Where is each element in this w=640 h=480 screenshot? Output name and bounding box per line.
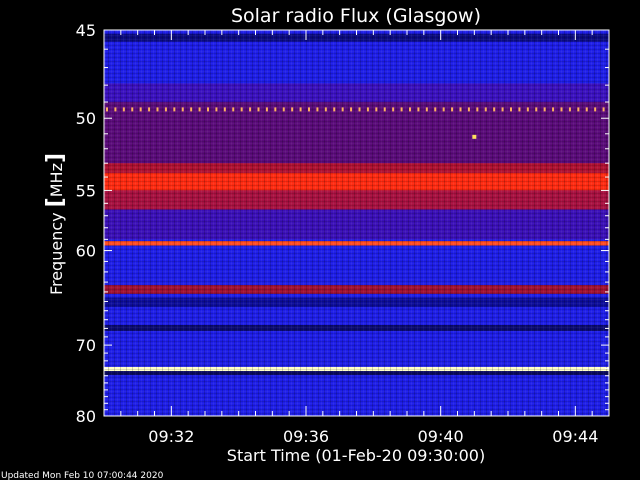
dotted-line-dot (467, 107, 470, 112)
dotted-line-dot (501, 107, 504, 112)
dotted-line-dot (232, 107, 235, 112)
dotted-line-dot (190, 107, 193, 112)
dotted-line-dot (181, 107, 184, 112)
dotted-line-dot (249, 107, 252, 112)
dotted-line-dot (122, 107, 125, 112)
dotted-line-dot (156, 107, 159, 112)
y-axis-label-bracket-open: [ (43, 197, 68, 207)
dotted-line-dot (257, 107, 260, 112)
dotted-line-dot (568, 107, 571, 112)
noise-texture (104, 30, 609, 416)
dotted-line-dot (459, 107, 462, 112)
dotted-line-dot (164, 107, 167, 112)
dotted-line-dot (131, 107, 134, 112)
y-axis-label-text: Frequency (47, 207, 66, 295)
dotted-line-dot (358, 107, 361, 112)
dotted-line-dot (240, 107, 243, 112)
y-tick-label: 80 (76, 407, 96, 426)
dotted-line-dot (223, 107, 226, 112)
dotted-line-dot (350, 107, 353, 112)
dotted-line-dot (493, 107, 496, 112)
dotted-line-dot (409, 107, 411, 112)
y-axis-label-bracket-close: ] (43, 153, 68, 163)
x-tick-label: 09:40 (418, 427, 464, 446)
chart-title: Solar radio Flux (Glasgow) (231, 5, 481, 27)
dotted-line-dot (375, 107, 378, 112)
dotted-line-dot (425, 107, 428, 112)
dotted-line-dot (518, 107, 521, 112)
y-tick-label: 55 (76, 181, 96, 200)
dotted-line-dot (114, 107, 117, 112)
dotted-line-dot (526, 107, 529, 112)
y-axis-label: Frequency [MHz] (43, 153, 68, 295)
x-axis-label: Start Time (01-Feb-20 09:30:00) (227, 446, 485, 465)
dotted-line-dot (198, 107, 201, 112)
dotted-line-dot (282, 107, 285, 112)
y-tick-label: 50 (76, 109, 96, 128)
dotted-line-dot (442, 107, 445, 112)
dotted-line-dot (552, 107, 555, 112)
dotted-line-dot (535, 107, 538, 112)
dotted-line-dot (484, 107, 487, 112)
dotted-line-dot (417, 107, 420, 112)
x-tick-label: 09:32 (148, 427, 194, 446)
dotted-line-dot (265, 107, 268, 112)
dotted-line-dot (106, 107, 108, 112)
dotted-line-dot (577, 107, 580, 112)
updated-timestamp: Updated Mon Feb 10 07:00:44 2020 (1, 471, 164, 480)
dotted-line-dot (476, 107, 479, 112)
dotted-line-dot (215, 107, 218, 112)
dotted-line-dot (560, 107, 563, 112)
dotted-line-dot (510, 107, 512, 112)
dotted-line-dot (148, 107, 151, 112)
dotted-line-dot (173, 107, 176, 112)
y-axis-label-unit: MHz (47, 163, 66, 197)
dotted-line-dot (299, 107, 302, 112)
dotted-line-dot (594, 107, 597, 112)
x-tick-label: 09:36 (283, 427, 329, 446)
heatmap-area (104, 30, 609, 416)
dotted-line-dot (543, 107, 546, 112)
dotted-line-dot (585, 107, 588, 112)
dotted-line-dot (366, 107, 369, 112)
y-tick-label: 60 (76, 242, 96, 261)
dotted-line-dot (383, 107, 386, 112)
x-axis: 09:32 09:36 09:40 09:44 (103, 30, 610, 446)
dotted-line-dot (316, 107, 319, 112)
bright-spot (472, 134, 477, 139)
dotted-line-dot (434, 107, 437, 112)
dotted-line-dot (324, 107, 327, 112)
dotted-line-dot (308, 107, 310, 112)
dotted-line-dot (341, 107, 344, 112)
dotted-line-dot (207, 107, 209, 112)
y-tick-label: 45 (76, 21, 96, 40)
dotted-line-dot (333, 107, 336, 112)
x-tick-label: 09:44 (552, 427, 598, 446)
y-axis: 45 50 55 60 70 80 (76, 21, 609, 426)
dotted-line-dot (451, 107, 454, 112)
dotted-line-dot (602, 107, 605, 112)
dotted-line-dot (392, 107, 395, 112)
dotted-line-dot (291, 107, 294, 112)
dotted-line-dot (400, 107, 403, 112)
dotted-line-dot (274, 107, 277, 112)
y-tick-label: 70 (76, 336, 96, 355)
dotted-line-dot (139, 107, 142, 112)
